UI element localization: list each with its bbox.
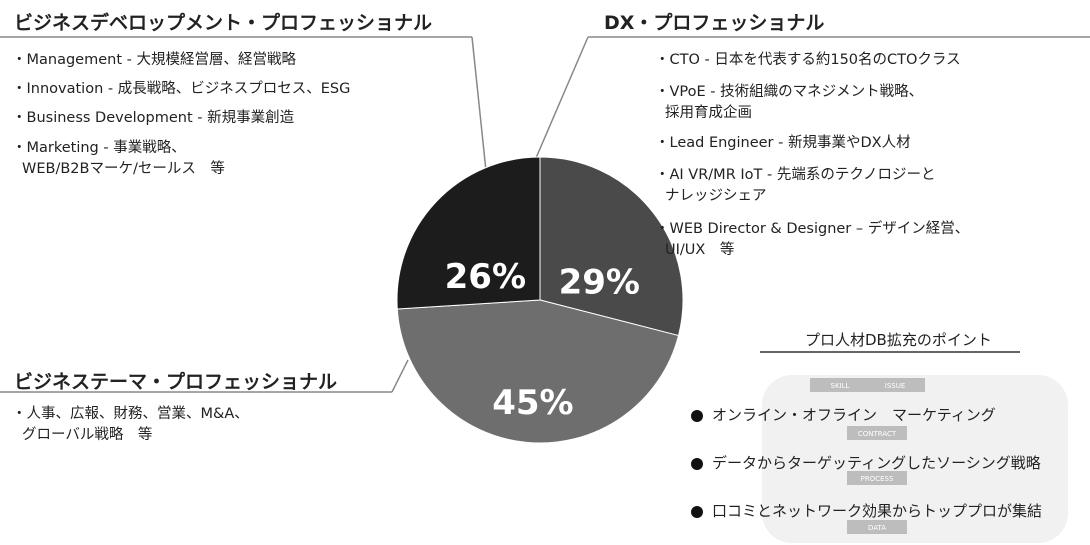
detail-item: ・Business Development - 新規事業創造 — [12, 108, 294, 129]
detail-item: ・VPoE - 技術組織のマネジメント戦略、採用育成企画 — [655, 82, 923, 124]
detail-item: ・Marketing - 事業戦略、WEB/B2Bマーケ/セールス 等 — [12, 138, 225, 180]
detail-line: ・CTO - 日本を代表する約150名のCTOクラス — [655, 50, 961, 71]
value-label: 26% — [445, 257, 526, 297]
detail-line: ナレッジシェア — [655, 186, 935, 207]
point-item: データからターゲッティングしたソーシング戦略 — [712, 453, 1041, 474]
detail-line: ・Management - 大規模経営層、経営戦略 — [12, 50, 296, 71]
leader-line — [392, 360, 408, 392]
detail-line: ・VPoE - 技術組織のマネジメント戦略、 — [655, 82, 923, 103]
infographic: 29% 45% 26% SKILL ISSUE CONTRACT PROCESS DATA D… — [0, 0, 1090, 545]
detail-line: ・人事、広報、財務、営業、M&A、 — [12, 404, 249, 425]
value-label: 45% — [492, 383, 573, 423]
diagram-label: SKILL — [831, 382, 850, 390]
leader-line — [472, 37, 488, 190]
diagram-label: ISSUE — [885, 382, 906, 390]
diagram-label: PROCESS — [861, 475, 894, 483]
value-label: 29% — [559, 263, 640, 303]
detail-item: ・Management - 大規模経営層、経営戦略 — [12, 50, 296, 71]
detail-line: ・Business Development - 新規事業創造 — [12, 108, 294, 129]
detail-item: ・Lead Engineer - 新規事業やDX人材 — [655, 133, 911, 154]
point-item: オンライン・オフライン マーケティング — [712, 405, 996, 426]
bullet — [691, 410, 703, 422]
bullet — [691, 506, 703, 518]
detail-line: UI/UX 等 — [655, 240, 969, 261]
diagram-label: DATA — [868, 524, 886, 532]
detail-item: ・WEB Director & Designer – デザイン経営、UI/UX … — [655, 219, 969, 261]
detail-line: 採用育成企画 — [655, 103, 923, 124]
detail-item: ・AI VR/MR IoT - 先端系のテクノロジーとナレッジシェア — [655, 165, 935, 207]
detail-line: WEB/B2Bマーケ/セールス 等 — [12, 159, 225, 180]
detail-item: ・人事、広報、財務、営業、M&A、グローバル戦略 等 — [12, 404, 249, 446]
points-title: プロ人材DB拡充のポイント — [805, 329, 992, 350]
diagram-label: CONTRACT — [858, 430, 897, 438]
detail-line: ・WEB Director & Designer – デザイン経営、 — [655, 219, 969, 240]
detail-line: ・Marketing - 事業戦略、 — [12, 138, 225, 159]
leader-line — [536, 37, 588, 158]
bullet — [691, 458, 703, 470]
section-title: DX・プロフェッショナル — [604, 8, 824, 35]
detail-line: ・Innovation - 成長戦略、ビジネスプロセス、ESG — [12, 79, 350, 100]
point-item: 口コミとネットワーク効果からトッププロが集結 — [712, 501, 1042, 522]
section-title: ビジネステーマ・プロフェッショナル — [14, 367, 337, 394]
detail-line: グローバル戦略 等 — [12, 425, 249, 446]
detail-line: ・AI VR/MR IoT - 先端系のテクノロジーと — [655, 165, 935, 186]
detail-item: ・CTO - 日本を代表する約150名のCTOクラス — [655, 50, 961, 71]
section-title: ビジネスデベロップメント・プロフェッショナル — [14, 8, 432, 35]
detail-item: ・Innovation - 成長戦略、ビジネスプロセス、ESG — [12, 79, 350, 100]
detail-line: ・Lead Engineer - 新規事業やDX人材 — [655, 133, 911, 154]
